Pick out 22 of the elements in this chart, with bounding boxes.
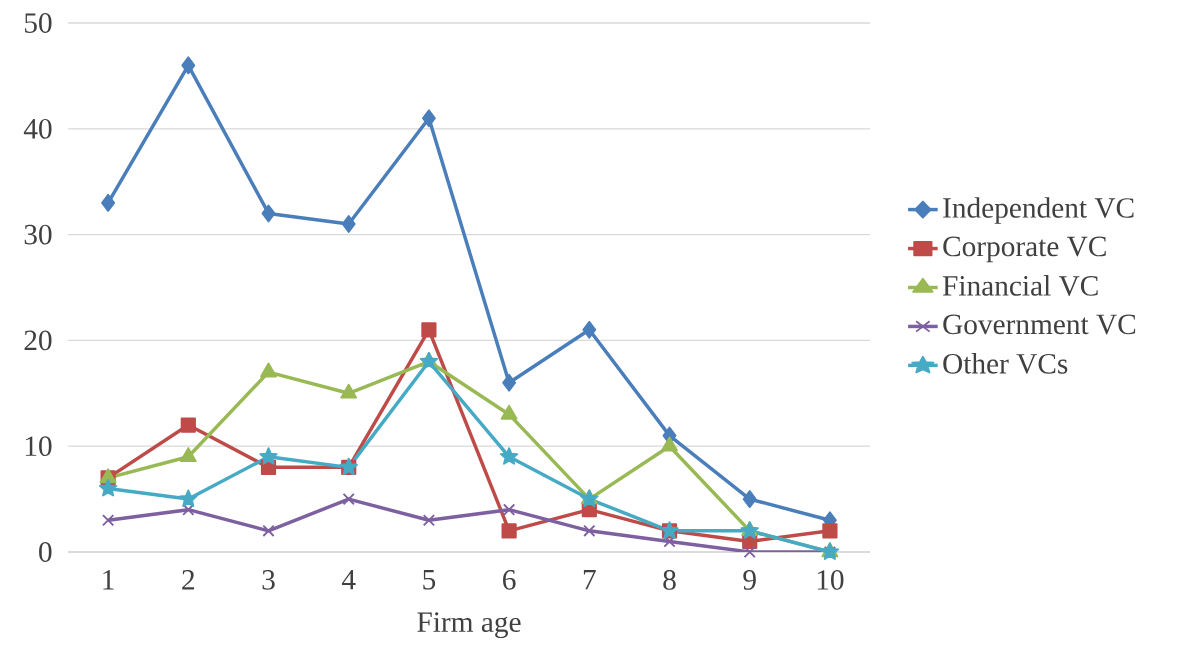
y-tick-label: 40 (23, 118, 52, 139)
y-tick-label: 50 (25, 13, 52, 33)
legend-label: Other VCs (943, 353, 1068, 374)
x-axis-title: Firm age (417, 612, 521, 639)
legend-label: Government VC (943, 314, 1136, 335)
y-tick-label: 30 (24, 224, 52, 245)
x-tick-label: 8 (663, 570, 676, 590)
legend-label: Financial VC (942, 275, 1098, 296)
x-tick-label: 6 (503, 570, 516, 590)
y-tick-label: 10 (25, 436, 52, 457)
x-tick-label: 2 (182, 570, 195, 590)
legend-label: Corporate VC (943, 236, 1106, 263)
y-tick-label: 20 (24, 330, 52, 351)
x-tick-label: 1 (103, 570, 114, 590)
x-tick-label: 4 (341, 570, 356, 590)
legend-label: Independent VC (943, 197, 1134, 224)
x-tick-label: 10 (817, 570, 844, 590)
y-tick-label: 0 (39, 542, 52, 562)
x-tick-label: 3 (262, 570, 275, 590)
x-tick-label: 9 (743, 570, 756, 590)
x-tick-label: 5 (423, 570, 436, 590)
x-tick-label: 7 (583, 570, 596, 590)
